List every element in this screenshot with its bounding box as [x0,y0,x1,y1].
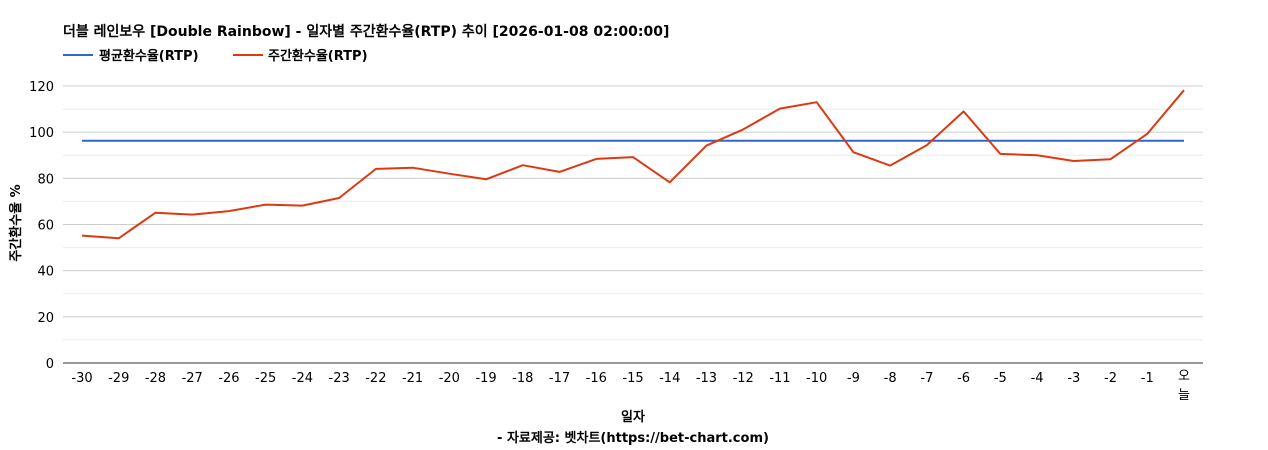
legend: 평균환수율(RTP) 주간환수율(RTP) [63,48,368,64]
weekly-rtp-line [81,89,1185,240]
y-tick-label: 120 [29,80,54,95]
x-tick-label: -10 [806,371,827,386]
x-tick-label: -16 [586,371,607,386]
x-axis-title: 일자 [621,410,645,425]
legend-label-weekly: 주간환수율(RTP) [268,48,368,64]
x-tick-label: -2 [1104,371,1117,386]
y-tick-label: 80 [37,172,54,187]
x-tick-label: -23 [329,371,350,386]
x-tick-label: -11 [769,371,790,386]
y-tick-label: 0 [46,357,54,372]
x-tick-label: -27 [182,371,203,386]
y-tick-label: 20 [37,311,54,326]
x-tick-label: -29 [108,371,129,386]
x-tick-label: -28 [145,371,166,386]
chart-title: 더블 레인보우 [Double Rainbow] - 일자별 주간환수율(RTP… [63,23,669,40]
x-tick-label: -19 [475,371,496,386]
x-tick-label: -25 [255,371,276,386]
y-tick-label: 40 [37,265,54,280]
x-tick-label: -15 [622,371,643,386]
x-tick-label: -6 [957,371,970,386]
x-tick-label: -21 [402,371,423,386]
y-axis-title: 주간환수율 % [8,184,24,261]
x-tick-label: -24 [292,371,313,386]
x-tick-labels: -30 -29 -28 -27 -26 -25 -24 -23 -22 -21 -20 -19 -18 -… [71,369,1190,403]
x-tick-label: -14 [659,371,680,386]
x-tick-label: -7 [920,371,933,386]
gridlines [63,85,1203,364]
x-tick-label: -3 [1067,371,1080,386]
x-tick-label: -13 [696,371,717,386]
x-tick-label: -22 [365,371,386,386]
y-tick-label: 100 [29,126,54,141]
x-tick-label: -5 [994,371,1007,386]
series-lines [81,89,1185,240]
x-tick-label: -26 [218,371,239,386]
x-tick-label: -18 [512,371,533,386]
y-tick-label: 60 [37,219,54,234]
x-tick-label: -1 [1141,371,1154,386]
x-tick-label: -4 [1031,371,1044,386]
x-tick-label: -17 [549,371,570,386]
source-credit: - 자료제공: 벳차트(https://bet-chart.com) [497,430,769,446]
x-tick-label: -8 [884,371,897,386]
x-tick-label: -12 [733,371,754,386]
x-tick-label: -9 [847,371,860,386]
y-tick-labels: 0 20 40 60 80 100 120 [29,80,54,372]
x-tick-label: -30 [71,371,92,386]
legend-label-average: 평균환수율(RTP) [99,48,199,64]
x-tick-label: -20 [439,371,460,386]
